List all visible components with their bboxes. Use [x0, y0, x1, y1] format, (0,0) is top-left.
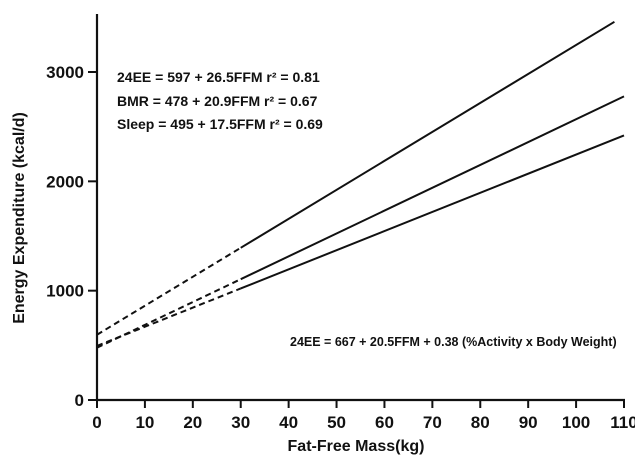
- x-tick-label: 0: [92, 413, 101, 432]
- x-tick-label: 90: [519, 413, 538, 432]
- axes: [95, 14, 625, 402]
- x-tick-label: 50: [327, 413, 346, 432]
- x-tick-label: 60: [375, 413, 394, 432]
- ticks: [88, 71, 625, 408]
- y-tick-label: 3000: [46, 63, 84, 82]
- y-tick-label: 1000: [46, 282, 84, 301]
- y-tick-label: 2000: [46, 172, 84, 191]
- y-axis-label: Energy Expenditure (kcal/d): [11, 112, 28, 324]
- series-bmr: [240, 95, 625, 281]
- series-24ee-extrapolated: [96, 246, 242, 336]
- equation-bmr: BMR = 478 + 20.9FFM r² = 0.67: [117, 93, 318, 109]
- x-axis-label: Fat-Free Mass(kg): [288, 438, 425, 455]
- y-tick-label: 0: [75, 391, 84, 410]
- x-tick-label: 10: [135, 413, 154, 432]
- series-24ee: [240, 20, 615, 249]
- series-sleep: [240, 134, 625, 290]
- x-tick-label: 40: [279, 413, 298, 432]
- equation-sleep: Sleep = 495 + 17.5FFM r² = 0.69: [117, 116, 323, 132]
- x-tick-label: 110: [610, 413, 635, 432]
- equation-multivariate: 24EE = 667 + 20.5FFM + 0.38 (%Activity x…: [290, 335, 617, 349]
- series-sleep-extrapolated: [96, 287, 242, 347]
- plot-lines: [96, 20, 625, 349]
- equation-24ee: 24EE = 597 + 26.5FFM r² = 0.81: [117, 69, 320, 85]
- x-tick-label: 30: [231, 413, 250, 432]
- tick-labels: 0 10 20 30 40 50 60 70 80 90 100 110 0 1000 2000 3000: [46, 63, 635, 432]
- x-tick-label: 100: [562, 413, 590, 432]
- series-bmr-extrapolated: [96, 278, 242, 349]
- x-tick-label: 70: [423, 413, 442, 432]
- equations: 24EE = 597 + 26.5FFM r² = 0.81 BMR = 478…: [117, 69, 617, 349]
- x-tick-label: 20: [183, 413, 202, 432]
- x-tick-label: 80: [471, 413, 490, 432]
